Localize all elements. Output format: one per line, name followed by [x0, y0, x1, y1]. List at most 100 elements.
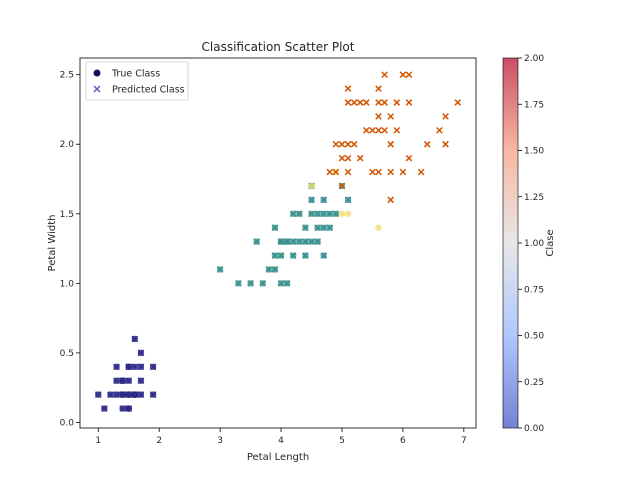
predicted-class-point — [259, 280, 267, 287]
predicted-class-point — [387, 113, 395, 120]
predicted-class-point — [326, 224, 334, 232]
predicted-class-point — [283, 238, 291, 245]
predicted-class-point — [302, 238, 309, 245]
predicted-class-point — [314, 238, 321, 245]
predicted-class-point — [350, 99, 358, 106]
predicted-class-point — [369, 168, 376, 176]
predicted-class-point — [94, 391, 102, 398]
predicted-class-point — [308, 238, 315, 245]
chart-title: Classification Scatter Plot — [202, 40, 355, 54]
y-tick-label: 0.0 — [60, 418, 75, 428]
legend-label: Predicted Class — [112, 85, 185, 96]
colorbar-tick-label: 1.75 — [524, 100, 544, 110]
predicted-class-point — [399, 168, 407, 176]
true-class-point — [308, 182, 315, 190]
colorbar-tick-label: 1.00 — [524, 239, 544, 249]
predicted-class-point — [125, 405, 133, 412]
predicted-class-point — [381, 71, 388, 79]
predicted-class-point — [113, 391, 120, 398]
x-tick-label: 5 — [339, 436, 345, 446]
y-tick-label: 2.0 — [60, 140, 75, 150]
colorbar-ticks: 0.00 0.25 0.50 0.75 1.00 1.25 1.50 1.75 2.00 — [518, 54, 544, 434]
series-0 — [94, 335, 157, 412]
predicted-class-point — [289, 252, 297, 259]
colorbar-tick-label: 1.50 — [524, 147, 544, 157]
predicted-class-point — [375, 168, 382, 176]
predicted-class-point — [405, 154, 413, 162]
predicted-class-point — [125, 363, 133, 371]
predicted-class-point — [113, 363, 120, 371]
legend-marker-circle — [93, 69, 101, 77]
predicted-class-point — [253, 238, 261, 245]
predicted-class-point — [149, 391, 157, 398]
predicted-class-point — [289, 210, 297, 218]
predicted-class-point — [277, 252, 285, 259]
series-1 — [216, 182, 352, 287]
predicted-class-point — [344, 85, 352, 92]
predicted-class-point — [101, 405, 108, 412]
y-tick-label: 2.5 — [60, 71, 74, 81]
colorbar-tick-label: 0.50 — [524, 332, 544, 342]
predicted-class-point — [442, 113, 449, 120]
predicted-class-point — [302, 224, 309, 232]
predicted-class-point — [137, 363, 145, 371]
predicted-class-point — [375, 85, 382, 92]
predicted-class-point — [436, 127, 443, 134]
predicted-class-point — [265, 266, 273, 273]
predicted-class-point — [216, 266, 224, 273]
true-class-point — [344, 210, 352, 217]
predicted-class-point — [302, 252, 309, 259]
predicted-class-point — [338, 154, 346, 162]
colorbar-tick-label: 2.00 — [524, 54, 544, 64]
predicted-class-point — [283, 280, 291, 287]
x-axis-label: Petal Length — [247, 452, 309, 463]
predicted-class-point — [149, 363, 157, 371]
predicted-class-point — [247, 280, 254, 287]
y-tick-label: 0.5 — [60, 349, 74, 359]
x-tick-label: 1 — [95, 436, 101, 446]
colorbar-label: Clase — [545, 229, 556, 256]
predicted-class-point — [320, 224, 328, 232]
legend-box — [85, 61, 189, 101]
predicted-class-point — [338, 182, 346, 190]
legend: True Class Predicted Class — [85, 61, 189, 101]
predicted-class-point — [332, 168, 340, 176]
true-class-point — [375, 224, 382, 231]
colorbar-tick-label: 1.25 — [524, 193, 544, 203]
predicted-class-point — [387, 168, 395, 176]
colorbar-tick-label: 0.00 — [524, 424, 544, 434]
predicted-class-point — [363, 127, 370, 134]
predicted-class-point — [113, 377, 120, 385]
predicted-class-point — [399, 71, 407, 79]
predicted-class-point — [375, 127, 382, 134]
plot-frame — [79, 57, 477, 429]
predicted-class-point — [344, 140, 352, 148]
predicted-class-point — [387, 196, 395, 204]
colorbar-tick-label: 0.75 — [524, 285, 544, 295]
predicted-class-point — [131, 391, 139, 398]
predicted-class-point — [119, 391, 126, 398]
predicted-class-point — [277, 280, 285, 287]
predicted-class-point — [381, 99, 388, 106]
predicted-class-point — [125, 391, 133, 398]
y-axis-ticks: 0.0 0.5 1.0 1.5 2.0 2.5 — [60, 71, 80, 428]
predicted-class-point — [375, 99, 382, 106]
predicted-class-point — [320, 196, 328, 204]
y-tick-label: 1.5 — [60, 210, 74, 220]
predicted-class-point — [137, 391, 145, 398]
colorbar-tick-label: 0.25 — [524, 378, 544, 388]
predicted-class-point — [107, 391, 114, 398]
x-tick-label: 2 — [156, 436, 162, 446]
predicted-class-point — [125, 377, 133, 385]
predicted-class-point — [271, 266, 279, 273]
series-3 — [326, 71, 462, 204]
x-tick-label: 6 — [400, 436, 406, 446]
predicted-class-point — [369, 127, 376, 134]
predicted-class-point — [308, 210, 315, 218]
predicted-class-point — [320, 252, 328, 259]
predicted-class-point — [137, 349, 145, 357]
predicted-class-point — [350, 140, 358, 148]
predicted-class-point — [332, 210, 340, 218]
predicted-class-point — [344, 196, 352, 204]
predicted-class-point — [387, 140, 395, 148]
